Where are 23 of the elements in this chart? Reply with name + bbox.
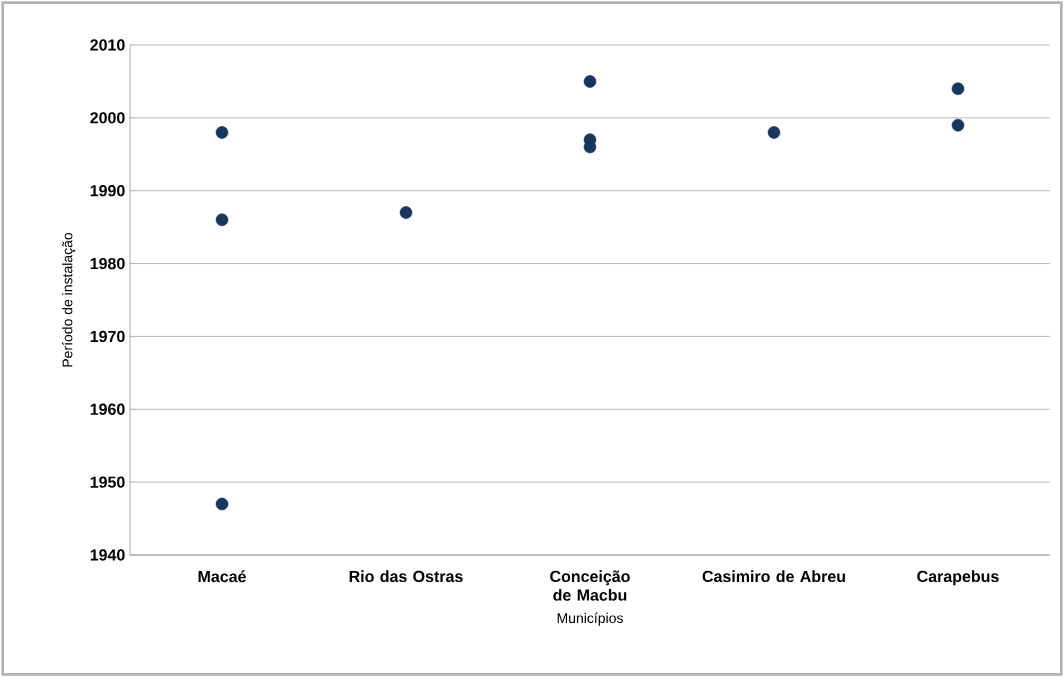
x-tick-label: Macaé bbox=[198, 570, 246, 583]
point bbox=[399, 206, 413, 219]
point bbox=[215, 213, 229, 227]
x-tick-label: Conceição de Macbu bbox=[550, 570, 630, 601]
x-tick-label: Carapebus bbox=[917, 570, 999, 586]
x-tick-label: Casimiro de Abreu bbox=[702, 570, 845, 583]
point bbox=[951, 82, 965, 95]
y-tick-label: 2000 bbox=[90, 112, 125, 124]
y-tick-label: 1940 bbox=[90, 549, 125, 561]
point bbox=[215, 126, 229, 139]
y-tick-label: 1980 bbox=[90, 257, 125, 270]
point bbox=[583, 75, 597, 88]
y-tick-label: 1950 bbox=[90, 476, 125, 488]
point bbox=[215, 497, 229, 511]
x-axis-title: Municípios bbox=[557, 612, 623, 626]
y-tick-label: 1960 bbox=[90, 403, 125, 415]
y-tick-label: 1990 bbox=[90, 185, 125, 197]
point bbox=[951, 118, 965, 132]
y-tick-label: 1970 bbox=[90, 330, 125, 343]
x-tick-label: Rio das Ostras bbox=[349, 570, 463, 583]
point bbox=[767, 126, 781, 139]
y-tick-label: 2010 bbox=[90, 39, 125, 51]
y-axis-title: Período de instalação bbox=[61, 232, 76, 367]
